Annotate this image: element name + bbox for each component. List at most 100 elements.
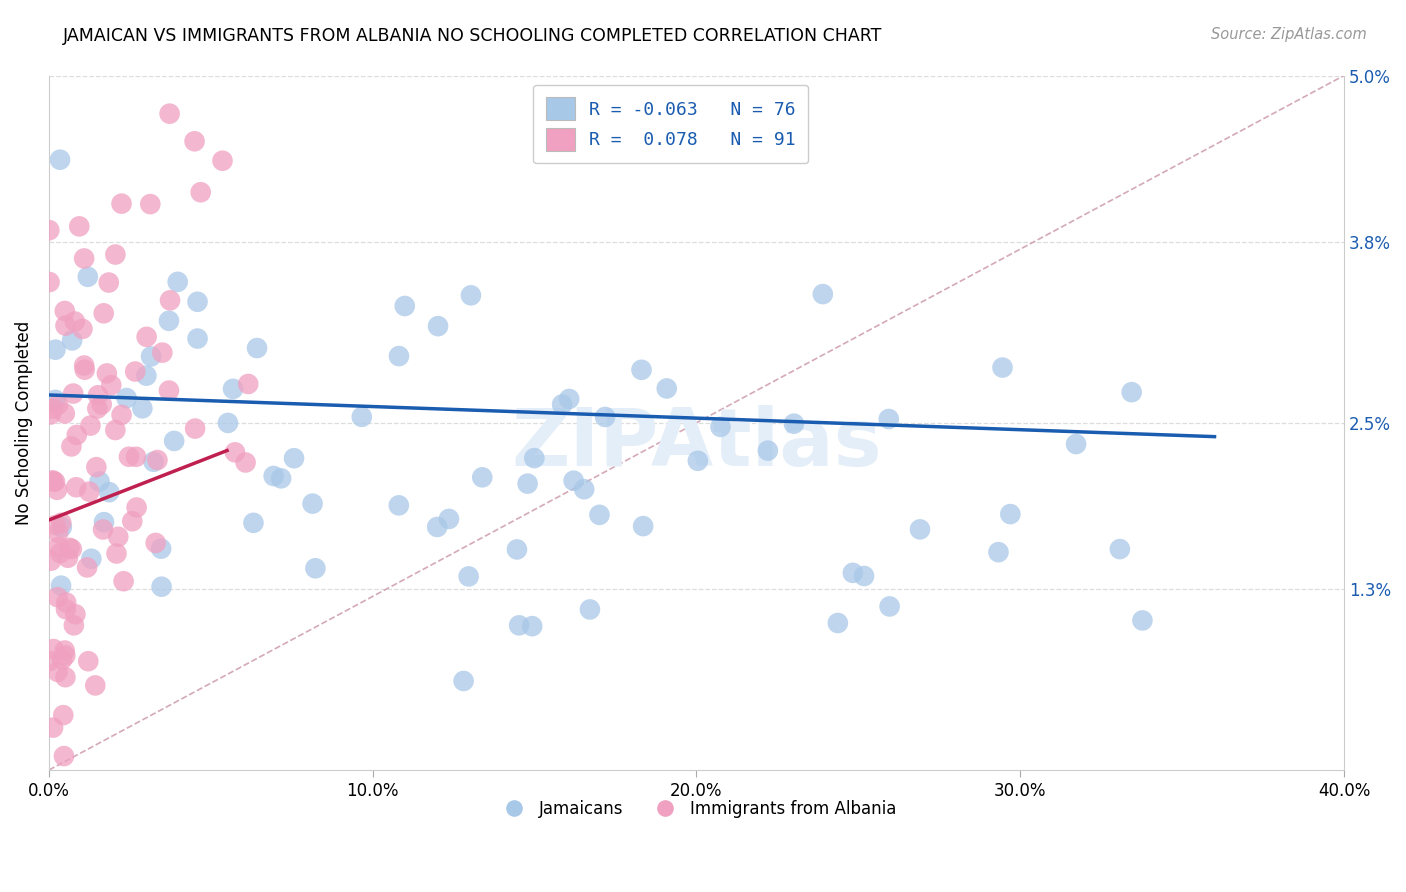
Point xyxy=(224,445,246,459)
Point xyxy=(827,615,849,630)
Point xyxy=(38,275,60,289)
Point xyxy=(238,376,260,391)
Point xyxy=(991,360,1014,375)
Point xyxy=(146,453,169,467)
Point xyxy=(186,294,208,309)
Point xyxy=(150,580,173,594)
Point xyxy=(89,475,111,489)
Point xyxy=(183,134,205,148)
Point xyxy=(104,423,127,437)
Point xyxy=(522,619,544,633)
Point xyxy=(593,409,616,424)
Point xyxy=(93,306,115,320)
Point xyxy=(388,499,411,513)
Point xyxy=(45,518,67,533)
Point xyxy=(42,721,65,735)
Point xyxy=(55,318,77,333)
Point xyxy=(877,412,900,426)
Point xyxy=(42,475,65,489)
Point xyxy=(55,670,77,684)
Point xyxy=(150,541,173,556)
Point xyxy=(72,322,94,336)
Point xyxy=(53,304,76,318)
Point xyxy=(44,392,66,407)
Point xyxy=(588,508,610,522)
Point xyxy=(56,550,79,565)
Point xyxy=(60,542,83,557)
Point xyxy=(38,654,60,668)
Point xyxy=(86,401,108,416)
Point xyxy=(186,332,208,346)
Point xyxy=(908,522,931,536)
Point xyxy=(157,314,180,328)
Point xyxy=(523,451,546,466)
Point xyxy=(51,520,73,534)
Point xyxy=(811,287,834,301)
Point xyxy=(150,345,173,359)
Point xyxy=(558,392,581,406)
Legend: Jamaicans, Immigrants from Albania: Jamaicans, Immigrants from Albania xyxy=(491,793,903,824)
Point xyxy=(551,397,574,411)
Point xyxy=(52,749,75,764)
Point xyxy=(51,516,73,530)
Point xyxy=(65,480,87,494)
Point xyxy=(783,417,806,431)
Point xyxy=(42,401,65,416)
Point xyxy=(80,551,103,566)
Point xyxy=(41,473,63,487)
Point xyxy=(853,569,876,583)
Point xyxy=(219,54,242,69)
Point xyxy=(46,665,69,679)
Point xyxy=(76,560,98,574)
Point xyxy=(49,153,72,167)
Point xyxy=(242,516,264,530)
Point xyxy=(39,554,62,568)
Point xyxy=(842,566,865,580)
Point xyxy=(124,365,146,379)
Point xyxy=(217,416,239,430)
Point xyxy=(630,363,652,377)
Point xyxy=(1000,507,1022,521)
Point xyxy=(79,418,101,433)
Point xyxy=(263,469,285,483)
Point xyxy=(139,197,162,211)
Point xyxy=(159,106,181,120)
Point xyxy=(38,223,60,237)
Point xyxy=(394,299,416,313)
Point xyxy=(163,434,186,448)
Point xyxy=(686,454,709,468)
Point xyxy=(166,275,188,289)
Point xyxy=(62,386,84,401)
Y-axis label: No Schooling Completed: No Schooling Completed xyxy=(15,320,32,524)
Point xyxy=(98,485,121,500)
Point xyxy=(44,475,66,489)
Point xyxy=(77,484,100,499)
Point xyxy=(46,483,69,497)
Point xyxy=(572,482,595,496)
Point xyxy=(350,409,373,424)
Point xyxy=(453,673,475,688)
Point xyxy=(1108,542,1130,557)
Point xyxy=(60,439,83,453)
Point xyxy=(65,607,87,622)
Point xyxy=(46,398,69,412)
Point xyxy=(222,382,245,396)
Point xyxy=(100,378,122,392)
Point xyxy=(437,512,460,526)
Point xyxy=(516,476,538,491)
Point xyxy=(283,54,305,69)
Point xyxy=(97,276,120,290)
Point xyxy=(159,293,181,308)
Point xyxy=(107,530,129,544)
Point xyxy=(579,602,602,616)
Point xyxy=(67,219,90,234)
Point xyxy=(51,653,73,667)
Point xyxy=(46,525,69,540)
Point xyxy=(63,314,86,328)
Point xyxy=(184,421,207,435)
Point xyxy=(76,269,98,284)
Point xyxy=(121,514,143,528)
Point xyxy=(73,359,96,373)
Point xyxy=(49,579,72,593)
Point xyxy=(125,450,148,464)
